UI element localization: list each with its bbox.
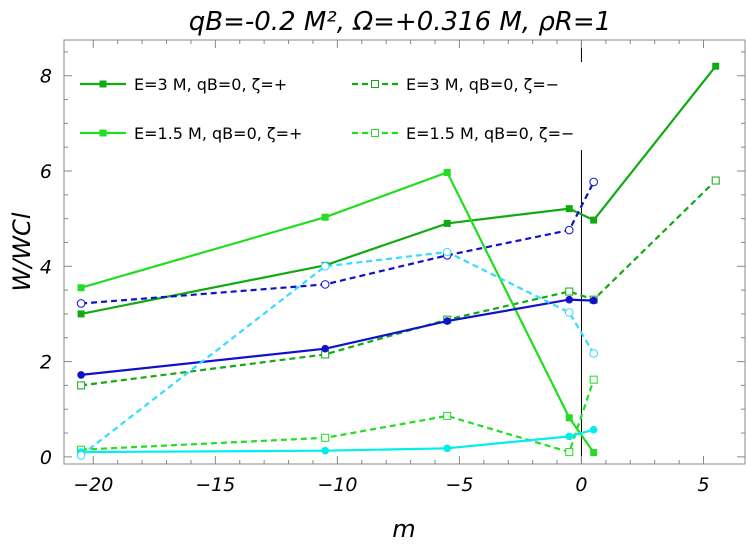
x-tick-label: −10 <box>317 474 357 496</box>
data-point <box>590 216 598 224</box>
data-point <box>443 219 451 227</box>
legend-marker <box>371 129 379 137</box>
data-point <box>711 176 720 185</box>
data-point <box>443 317 452 325</box>
data-point <box>589 349 598 358</box>
legend-marker <box>99 129 107 137</box>
data-point <box>589 425 598 434</box>
legend: E=3 M, qB=0, ζ=+ E=3 M, qB=0, ζ=− E=1.5 M,… <box>72 62 592 150</box>
data-point <box>565 287 574 296</box>
series-6 <box>77 425 598 456</box>
data-point <box>565 448 574 457</box>
series-4 <box>77 295 598 379</box>
series-1 <box>77 176 720 390</box>
series-3 <box>77 375 598 457</box>
chart-title: qB=-0.2 M², Ω=+0.316 M, ρR=1 <box>189 7 612 37</box>
series-line <box>81 379 595 454</box>
data-point <box>442 247 452 257</box>
legend-marker <box>371 80 379 88</box>
series-group <box>76 62 720 460</box>
data-point <box>565 205 573 213</box>
series-line <box>80 65 717 315</box>
data-point <box>443 411 452 420</box>
data-point <box>589 375 598 384</box>
x-tick-label: 5 <box>697 474 709 496</box>
y-tick-label: 6 <box>40 161 52 183</box>
data-point <box>76 451 86 460</box>
data-point <box>320 280 330 289</box>
data-point <box>712 62 720 70</box>
y-tick-label: 4 <box>40 256 52 278</box>
legend-marker <box>99 80 107 88</box>
x-tick-label: −20 <box>73 474 113 496</box>
x-axis-label: m <box>392 515 415 543</box>
y-tick-label: 2 <box>40 352 52 374</box>
data-point <box>77 381 86 390</box>
data-point <box>443 444 452 453</box>
data-point <box>77 371 85 379</box>
data-point <box>565 432 574 441</box>
data-point <box>589 177 598 187</box>
data-point <box>590 449 598 457</box>
axis-ticks: −20 −15 −10 −5 0 5 0 2 4 6 8 <box>40 40 745 496</box>
series-line <box>80 179 717 387</box>
data-point <box>443 168 451 176</box>
data-point <box>321 213 329 221</box>
data-point <box>321 446 329 455</box>
y-axis-label: W/WCl <box>8 212 36 291</box>
legend-label: E=1.5 M, qB=0, ζ=+ <box>134 124 302 143</box>
data-point <box>77 310 85 318</box>
data-point <box>589 296 598 305</box>
data-point <box>565 414 573 422</box>
series-line <box>81 428 594 454</box>
data-point <box>565 295 574 304</box>
legend-background <box>72 62 592 150</box>
plot-frame <box>63 39 746 465</box>
series-7 <box>76 247 598 460</box>
legend-label: E=3 M, qB=0, ζ=− <box>406 75 559 94</box>
x-tick-label: −15 <box>195 474 235 496</box>
data-point <box>320 261 330 271</box>
y-tick-label: 8 <box>40 66 52 88</box>
y-tick-label: 0 <box>40 447 52 469</box>
data-point <box>564 225 574 235</box>
data-point <box>76 299 86 308</box>
data-point <box>77 284 85 292</box>
series-2 <box>77 168 598 457</box>
series-line <box>80 250 595 457</box>
legend-label: E=3 M, qB=0, ζ=+ <box>134 75 287 94</box>
x-tick-label: −5 <box>445 474 473 496</box>
x-tick-label: 0 <box>575 474 587 496</box>
data-point <box>564 308 574 317</box>
legend-label: E=1.5 M, qB=0, ζ=− <box>406 124 574 143</box>
series-line <box>81 181 595 305</box>
data-point <box>321 433 330 442</box>
data-point <box>321 344 329 353</box>
